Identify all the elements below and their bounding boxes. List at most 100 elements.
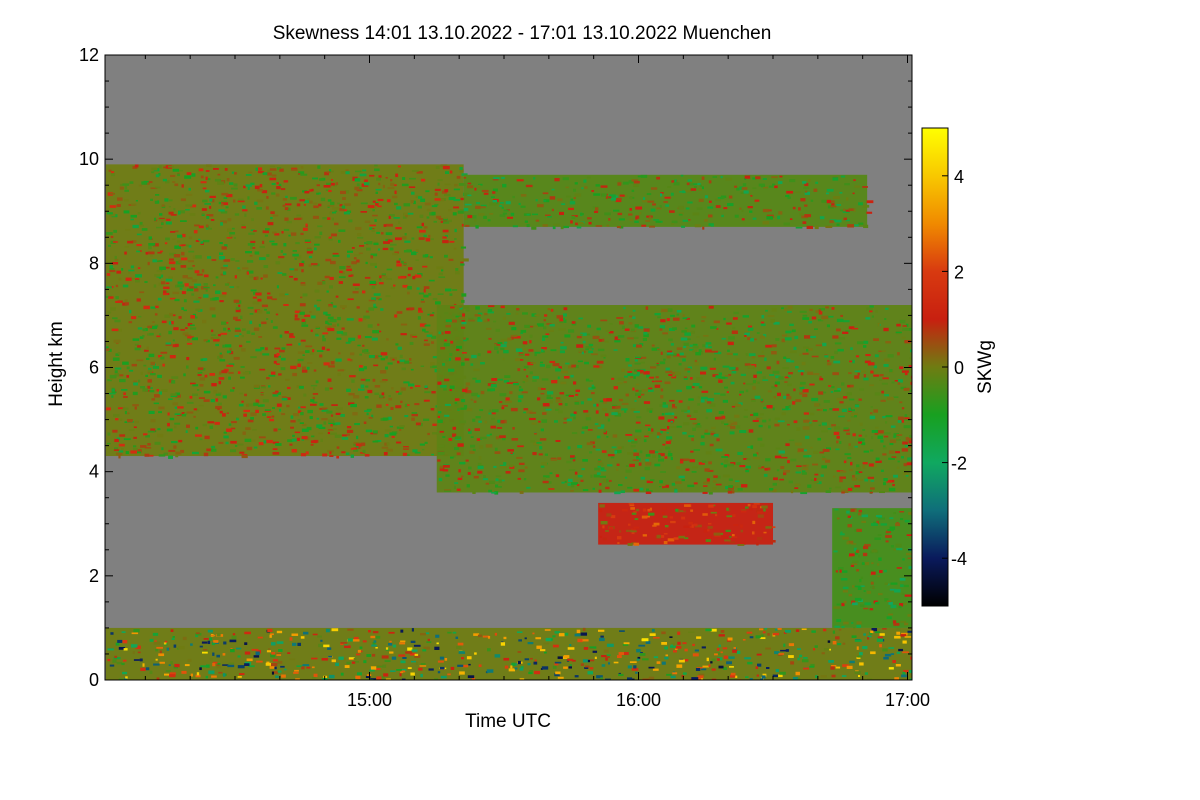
region-speckle	[299, 263, 304, 267]
region-speckle	[781, 338, 786, 343]
region-speckle	[147, 379, 152, 383]
region-speckle	[540, 392, 545, 395]
region-speckle	[175, 284, 178, 288]
region-speckle	[341, 327, 345, 330]
region-speckle	[776, 360, 780, 365]
region-speckle	[748, 325, 753, 329]
region-speckle	[913, 565, 918, 567]
region-speckle	[150, 254, 153, 257]
region-speckle	[196, 273, 203, 276]
region-speckle	[373, 355, 379, 359]
region-speckle	[885, 532, 889, 537]
region-speckle	[112, 241, 118, 243]
region-speckle	[257, 636, 263, 639]
region-speckle	[718, 379, 723, 383]
region-speckle	[879, 374, 884, 377]
region-speckle	[720, 176, 723, 179]
region-speckle	[289, 335, 295, 339]
region-speckle	[785, 443, 790, 447]
region-speckle	[744, 657, 751, 660]
region-speckle	[394, 251, 399, 254]
region-speckle	[639, 211, 642, 215]
region-speckle	[620, 490, 625, 494]
region-speckle	[434, 198, 441, 201]
region-speckle	[233, 183, 238, 187]
region-speckle	[814, 473, 819, 476]
region-speckle	[250, 289, 257, 292]
region-speckle	[540, 649, 546, 652]
region-speckle	[555, 474, 560, 478]
region-speckle	[517, 631, 523, 634]
region-speckle	[763, 531, 767, 534]
region-speckle	[475, 225, 479, 229]
region-speckle	[480, 204, 487, 207]
region-speckle	[510, 451, 514, 453]
x-axis: 15:00 16:00 17:00	[144, 55, 930, 710]
region-speckle	[683, 422, 690, 426]
region-speckle	[693, 186, 697, 188]
region-speckle	[705, 628, 712, 632]
region-speckle	[438, 444, 445, 448]
region-speckle	[901, 448, 909, 452]
region-speckle	[190, 643, 193, 646]
region-speckle	[744, 363, 751, 366]
region-speckle	[271, 671, 275, 675]
region-speckle	[324, 171, 330, 176]
region-speckle	[830, 356, 835, 359]
region-speckle	[177, 173, 181, 177]
region-speckle	[266, 196, 269, 199]
region-speckle	[656, 207, 662, 210]
region-speckle	[703, 335, 709, 337]
region-speckle	[627, 452, 634, 455]
region-speckle	[363, 421, 367, 424]
region-speckle	[132, 448, 138, 451]
region-speckle	[701, 396, 708, 400]
region-speckle	[274, 347, 281, 350]
region-speckle	[206, 164, 212, 167]
region-speckle	[728, 366, 736, 370]
region-speckle	[298, 385, 304, 389]
region-speckle	[379, 277, 382, 281]
region-speckle	[108, 296, 114, 299]
region-speckle	[456, 340, 464, 345]
region-speckle	[467, 194, 472, 197]
region-speckle	[228, 662, 235, 665]
region-speckle	[799, 390, 803, 393]
region-speckle	[751, 356, 756, 359]
region-speckle	[786, 393, 790, 397]
region-speckle	[830, 666, 835, 670]
region-speckle	[163, 290, 167, 294]
region-speckle	[121, 662, 125, 666]
region-speckle	[371, 653, 376, 657]
region-speckle	[631, 678, 635, 680]
region-speckle	[356, 306, 360, 309]
region-speckle	[363, 315, 370, 319]
region-speckle	[710, 628, 717, 632]
region-speckle	[267, 222, 274, 226]
region-speckle	[787, 311, 792, 313]
region-speckle	[777, 215, 781, 220]
region-speckle	[773, 396, 776, 399]
region-speckle	[273, 428, 278, 432]
region-speckle	[873, 521, 876, 525]
region-speckle	[488, 489, 493, 493]
region-speckle	[832, 372, 839, 376]
region-speckle	[231, 171, 235, 174]
region-speckle	[854, 485, 861, 488]
region-speckle	[718, 411, 724, 414]
region-speckle	[185, 193, 193, 196]
region-speckle	[255, 348, 262, 352]
region-speckle	[881, 382, 888, 385]
region-speckle	[857, 655, 862, 658]
region-speckle	[842, 570, 848, 573]
region-speckle	[765, 647, 771, 650]
region-speckle	[234, 335, 239, 337]
region-speckle	[902, 328, 910, 331]
region-speckle	[755, 176, 761, 180]
region-speckle	[132, 391, 138, 396]
region-speckle	[726, 661, 733, 665]
region-speckle	[318, 426, 326, 430]
region-speckle	[211, 642, 216, 646]
region-speckle	[434, 678, 439, 680]
region-speckle	[217, 663, 221, 665]
